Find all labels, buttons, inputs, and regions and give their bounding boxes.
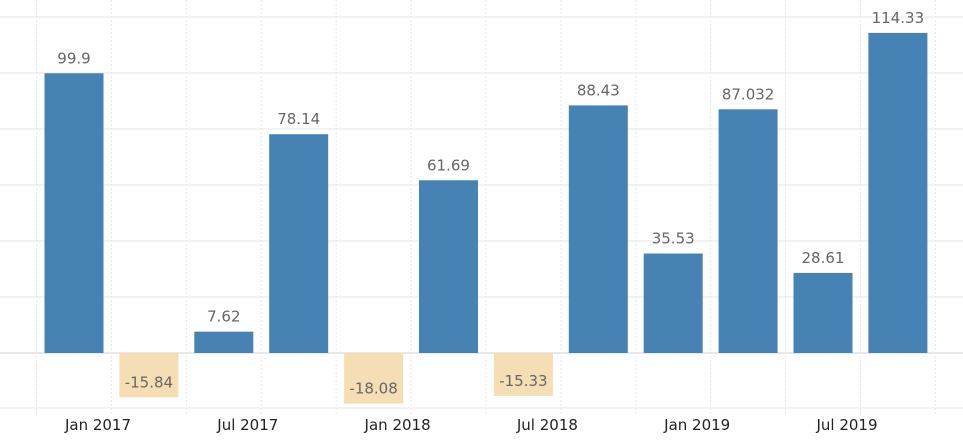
value-label: -15.33: [499, 372, 547, 390]
bar: [493, 353, 553, 396]
bar: [868, 32, 928, 353]
grid-lines: [0, 0, 963, 415]
value-label: 88.43: [577, 81, 620, 99]
bar: [344, 353, 404, 404]
x-tick-label: Jan 2018: [364, 416, 431, 434]
value-label: -18.08: [349, 380, 397, 398]
bar: [269, 134, 329, 353]
value-labels: 99.9 -15.84 7.62 78.14 -18.08 61.69 -15.33 88.4…: [57, 9, 924, 398]
x-tick-label: Jul 2019: [815, 416, 877, 434]
value-label: 28.61: [802, 249, 845, 267]
x-tick-label: Jul 2017: [216, 416, 278, 434]
bar: [718, 109, 778, 354]
x-axis-ticks: Jan 2017 Jul 2017 Jan 2018 Jul 2018 Jan 2019…: [64, 416, 878, 434]
bar: [568, 105, 628, 353]
x-tick-label: Jan 2017: [64, 416, 131, 434]
bars: [44, 32, 928, 404]
value-label: 99.9: [57, 49, 90, 67]
bar: [643, 253, 703, 353]
value-label: 87.032: [722, 85, 775, 103]
bar: [119, 353, 179, 398]
value-label: 61.69: [427, 156, 470, 174]
value-label: -15.84: [125, 373, 173, 391]
value-label: 7.62: [207, 308, 240, 326]
x-tick-label: Jan 2019: [663, 416, 730, 434]
bar: [793, 272, 853, 353]
bar: [44, 73, 104, 353]
value-label: 35.53: [652, 230, 695, 248]
value-label: 78.14: [277, 110, 320, 128]
x-tick-label: Jul 2018: [516, 416, 578, 434]
bar: [194, 331, 254, 353]
value-label: 114.33: [872, 9, 925, 27]
bar: [419, 180, 478, 353]
